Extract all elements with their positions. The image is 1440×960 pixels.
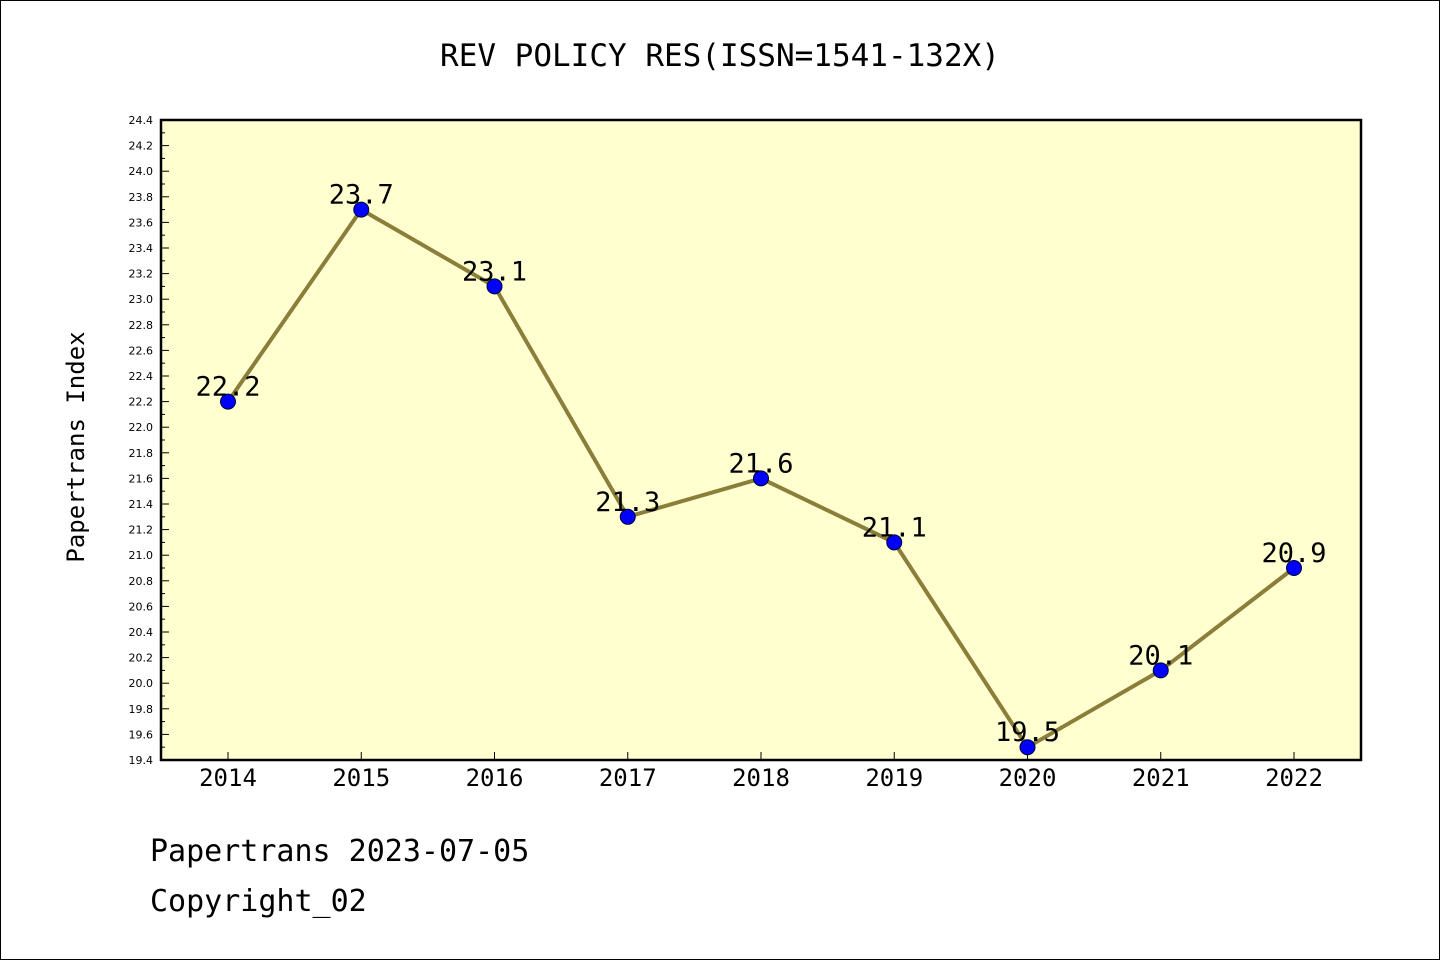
- data-point: [753, 470, 769, 487]
- x-tick-label: 2017: [599, 764, 657, 792]
- data-label: 20.1: [1128, 640, 1193, 671]
- data-point: [886, 534, 903, 551]
- series-layer: 22.2 23.7 23.1 21.3 21.6 21.1 19.5 20.1 20.9: [195, 180, 1327, 756]
- y-tick-label: 19.4: [129, 754, 154, 767]
- y-tick-label: 24.2: [129, 140, 154, 153]
- plot-area: [159, 118, 1363, 762]
- data-point: [1286, 560, 1302, 576]
- data-label: 21.1: [862, 512, 927, 543]
- y-tick-label: 20.0: [129, 677, 154, 690]
- data-point: [486, 278, 503, 295]
- x-tick-label: 2018: [732, 764, 790, 792]
- data-point: [220, 393, 236, 410]
- y-axis: 19.4 19.6 19.8 20.0 20.2 20.4 20.6 20.8 21.0 21.2…: [129, 114, 169, 767]
- y-tick-label: 23.8: [129, 191, 154, 204]
- y-tick-label: 23.6: [129, 216, 154, 229]
- data-label: 22.2: [195, 372, 260, 403]
- x-tick-label: 2019: [865, 764, 923, 792]
- data-point: [1019, 739, 1036, 756]
- y-tick-label: 21.8: [129, 447, 154, 460]
- data-point: [1152, 662, 1169, 679]
- y-tick-label: 24.0: [129, 165, 154, 178]
- x-tick-label: 2014: [199, 764, 257, 792]
- footer-date: Papertrans 2023-07-05: [150, 834, 530, 869]
- y-tick-label: 20.2: [129, 652, 154, 665]
- y-tick-label: 21.0: [129, 549, 154, 562]
- y-tick-label: 22.0: [129, 421, 154, 434]
- y-tick-label: 19.8: [129, 703, 154, 716]
- data-label: 21.6: [728, 448, 793, 479]
- y-tick-label: 20.8: [129, 575, 154, 588]
- y-tick-label: 20.4: [129, 626, 154, 639]
- y-tick-label: 22.6: [129, 344, 154, 357]
- x-tick-label: 2021: [1132, 764, 1190, 792]
- y-axis-label: Papertrans Index: [62, 331, 90, 562]
- y-tick-label: 22.4: [129, 370, 154, 383]
- x-tick-label: 2020: [999, 764, 1057, 792]
- y-tick-label: 21.2: [129, 524, 154, 537]
- x-tick-label: 2016: [466, 764, 524, 792]
- y-tick-label: 20.6: [129, 600, 154, 613]
- x-tick-label: 2015: [332, 764, 390, 792]
- y-tick-label: 22.8: [129, 319, 154, 332]
- y-tick-label: 22.2: [129, 396, 154, 409]
- footer-copyright: Copyright_02: [150, 884, 367, 919]
- y-tick-label: 21.6: [129, 472, 154, 485]
- data-point: [619, 508, 636, 525]
- data-label: 19.5: [995, 717, 1060, 748]
- x-axis: 2014 2015 2016 2017 2018 2019 2020 2021 2022: [199, 752, 1323, 792]
- data-point: [353, 201, 370, 218]
- y-tick-label: 19.6: [129, 728, 154, 741]
- data-label: 23.1: [462, 256, 527, 287]
- data-label: 21.3: [595, 487, 660, 518]
- y-tick-label: 21.4: [129, 498, 154, 511]
- y-tick-label: 23.2: [129, 268, 154, 281]
- data-label: 23.7: [329, 180, 394, 211]
- chart-title: REV POLICY RES(ISSN=1541-132X): [440, 38, 1000, 74]
- y-tick-label: 24.4: [129, 114, 154, 127]
- x-tick-label: 2022: [1265, 764, 1323, 792]
- y-tick-label: 23.4: [129, 242, 154, 255]
- data-label: 20.9: [1261, 538, 1326, 569]
- y-tick-label: 23.0: [129, 293, 154, 306]
